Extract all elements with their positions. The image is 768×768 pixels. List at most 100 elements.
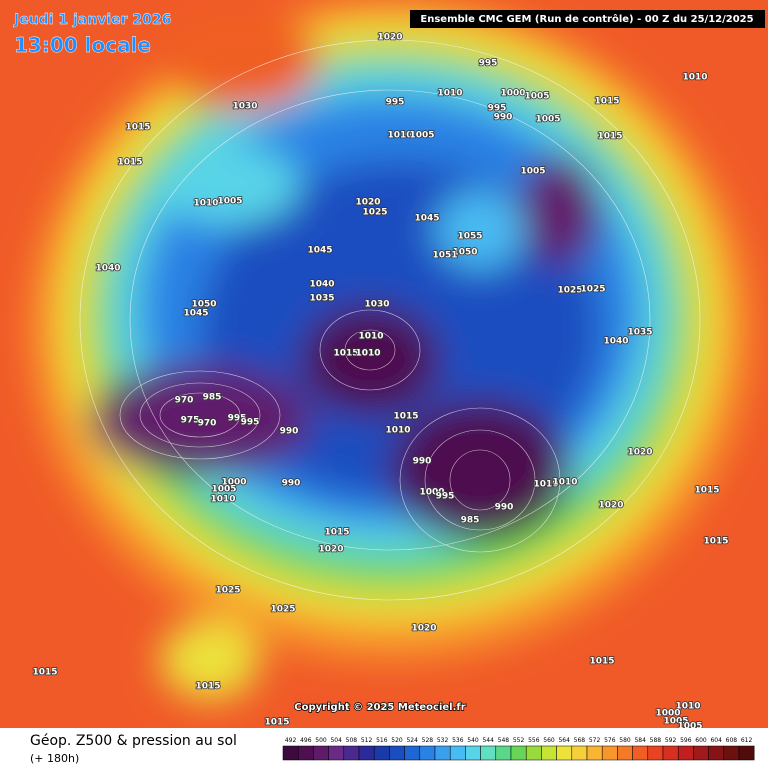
scale-cell [647,745,664,761]
isobar-label: 1045 [183,309,208,319]
isobar-label: 995 [386,98,405,108]
scale-cell [480,745,497,761]
scale-label: 504 [330,737,342,744]
scale-cell [723,745,740,761]
scale-label: 600 [695,737,707,744]
isobar-label: 1010 [437,89,462,99]
isobar-label: 1015 [597,132,622,142]
scale-label: 596 [680,737,692,744]
scale-cell [601,745,618,761]
isobar-label: 1015 [393,412,418,422]
isobar-label: 975 [181,416,200,426]
run-banner [410,10,765,28]
scale-cell [434,745,451,761]
scale-label: 584 [634,737,646,744]
isobar-label: 1015 [117,158,142,168]
isobar-label: 1000 [221,478,246,488]
scale-label: 556 [528,737,540,744]
scale-label: 512 [361,737,373,744]
date: Jeudi 1 janvier 2026 [13,12,171,28]
scale-label: 608 [726,737,738,744]
isobar-label: 1010 [358,332,383,342]
isobar-label: 990 [280,427,299,437]
scale-label: 496 [300,737,312,744]
scale-cell [571,745,588,761]
scale-cell [586,745,603,761]
isobar-label: 1005 [211,485,236,495]
isobar-label: 1045 [307,246,332,256]
isobar-label: 1005 [524,92,549,102]
scale-cell [389,745,405,761]
scale-label: 576 [604,737,616,744]
scale-label: 508 [346,737,358,744]
isobar-label: 1025 [557,286,582,296]
scale-cell [343,745,360,761]
isobar-label: 985 [461,516,480,526]
isobar-label: 1015 [32,668,57,678]
scale-cell [495,745,512,761]
scale-label: 544 [482,737,494,744]
isobar-label: 1015 [195,682,220,692]
isobar-label: 1055 [457,232,482,242]
isobar-label: 1000 [500,89,525,99]
isobar-label: 1015 [594,97,619,107]
isobar-label: 1015 [125,123,150,133]
scale-label: 588 [650,737,662,744]
scale-label: 548 [498,737,510,744]
scale-cell [738,745,755,761]
isobar-label: 1005 [520,167,545,177]
isobar-label: 1010 [387,131,412,141]
isobar-label: 970 [198,419,217,429]
isobar-label: 1040 [309,280,334,290]
isobar-label: 1020 [318,545,343,555]
isobar-label: 990 [282,479,301,489]
scale-cell [677,745,694,761]
isobar-label: 1015 [703,537,728,547]
isobar-label: 1020 [355,198,380,208]
scale-cell [541,745,557,761]
scale-cell [328,745,345,761]
scale-label: 612 [741,737,753,744]
scale-label: 524 [406,737,418,744]
isobar-label: 1010 [682,73,707,83]
isobar-label: 1010 [193,199,218,209]
scale-cell [419,745,436,761]
isobar-label: 995 [436,492,455,502]
scale-cell [617,745,633,761]
isobar-label: 1005 [217,197,242,207]
isobar-label: 1050 [452,248,477,258]
isobar-label: 1025 [362,208,387,218]
isobar-label: 1020 [377,33,402,43]
scale-label: 564 [558,737,570,744]
scale-cell [373,745,390,761]
isobar-label: 1025 [215,586,240,596]
isobar-label: 1010 [210,495,235,505]
isobar-label: 1035 [309,294,334,304]
isobar-label: 990 [494,113,513,123]
scale-label: 492 [285,737,297,744]
isobar-label: 995 [241,418,260,428]
isobar-label: 1015 [333,349,358,359]
copyright: Copyright © 2025 Meteociel.fr [294,702,465,713]
scale-cell [662,745,679,761]
isobar-label: 995 [228,414,247,424]
scale-cell [556,745,573,761]
isobar-label: 1010 [533,480,558,490]
scale-label: 532 [437,737,449,744]
scale-label: 572 [589,737,601,744]
scale-cell [297,745,314,761]
isobar-label: 1005 [409,131,434,141]
scale-label: 568 [574,737,586,744]
scale-cell [693,745,709,761]
scale-label: 580 [619,737,631,744]
scale-label: 540 [467,737,479,744]
isobar-label: 1005 [535,115,560,125]
isobar-label: 1015 [589,657,614,667]
isobar-label: 990 [413,457,432,467]
isobar-label: 1000 [419,488,444,498]
footer-lead: (+ 180h) [30,752,79,765]
scale-cell [358,745,375,761]
isobar-label: 1010 [675,702,700,712]
isobar-label: 1015 [264,718,289,728]
